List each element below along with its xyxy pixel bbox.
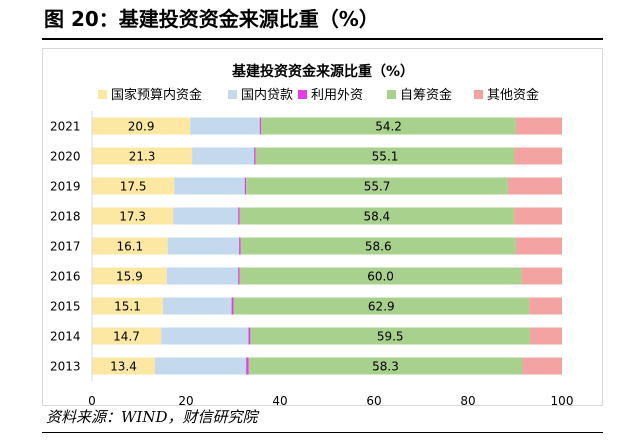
legend-label: 自筹资金	[400, 87, 452, 103]
legend-label: 其他资金	[487, 87, 539, 103]
bar-segment	[521, 267, 562, 285]
legend-swatch	[298, 90, 307, 99]
bar-segment	[515, 237, 562, 255]
bar-segment	[92, 147, 193, 165]
chart-frame: 基建投资资金来源比重（%） 国家预算内资金 国内贷款 利用外资 自筹资金 其他资金 20…	[42, 48, 603, 407]
data-label: 54.2	[375, 120, 402, 134]
x-tick-label: 0	[88, 394, 96, 407]
chart-title: 基建投资资金来源比重（%）	[232, 63, 414, 80]
legend-swatch	[228, 90, 237, 99]
bar-segment	[244, 177, 247, 195]
legend-swatch	[98, 90, 107, 99]
bar-segment	[173, 207, 239, 225]
bar-segment	[261, 117, 516, 135]
data-label: 17.3	[119, 210, 146, 224]
data-label: 14.7	[113, 330, 140, 344]
x-tick-label: 60	[366, 394, 381, 407]
bar-segment	[238, 207, 240, 225]
bar-segment	[92, 237, 168, 255]
y-axis: 2021 2020 2019 2018 2017 2016 2015 2014 2013	[50, 120, 81, 374]
y-tick-label: 2013	[50, 360, 81, 374]
bar-segment	[240, 237, 516, 255]
bar-segment	[190, 117, 260, 135]
bar-segment	[154, 357, 247, 375]
data-label: 20.9	[128, 120, 155, 134]
bar-segment	[530, 327, 562, 345]
legend-swatch	[387, 90, 396, 99]
data-label: 58.6	[365, 240, 392, 254]
bar-segment	[515, 117, 562, 135]
y-tick-label: 2015	[50, 300, 81, 314]
x-tick-label: 20	[178, 394, 193, 407]
bar-segment	[92, 357, 155, 375]
data-label: 59.5	[377, 330, 404, 344]
title-rule	[42, 38, 603, 40]
bar-segment	[161, 327, 249, 345]
y-tick-label: 2019	[50, 180, 81, 194]
bar-segment	[239, 237, 241, 255]
data-label: 15.1	[114, 300, 141, 314]
legend-swatch	[474, 90, 483, 99]
bar-segment	[255, 147, 515, 165]
legend-label: 国内贷款	[241, 87, 293, 103]
x-tick-label: 80	[460, 394, 475, 407]
bar-segment	[259, 117, 262, 135]
x-axis: 0 20 40 60 80 100	[88, 111, 573, 407]
legend-label: 利用外资	[311, 88, 363, 103]
data-label: 55.7	[364, 180, 391, 194]
bar-segment	[92, 177, 175, 195]
legend: 国家预算内资金 国内贷款 利用外资 自筹资金 其他资金	[98, 87, 539, 103]
bar-segment	[233, 297, 530, 315]
data-label: 58.3	[372, 360, 399, 374]
figure-source: 资料来源：WIND，财信研究院	[46, 408, 258, 426]
bar-segment	[92, 117, 191, 135]
bar-segment	[514, 207, 562, 225]
data-label: 55.1	[372, 150, 399, 164]
bar-segment	[246, 177, 508, 195]
x-tick-label: 100	[551, 394, 574, 407]
bar-segment	[92, 327, 162, 345]
bar-segment	[529, 297, 562, 315]
bar-segment	[507, 177, 562, 195]
data-label: 58.4	[363, 210, 390, 224]
y-tick-label: 2018	[50, 210, 81, 224]
bar-segment	[166, 267, 239, 285]
data-label: 17.5	[120, 180, 147, 194]
data-label: 21.3	[129, 150, 156, 164]
bar-segment	[231, 297, 234, 315]
y-tick-label: 2017	[50, 240, 81, 254]
bar-segment	[167, 237, 240, 255]
data-label: 62.9	[368, 300, 395, 314]
bar-segment	[238, 267, 240, 285]
y-tick-label: 2021	[50, 120, 81, 134]
bar-segment	[174, 177, 245, 195]
bar-segment	[522, 357, 562, 375]
data-label: 15.9	[116, 270, 143, 284]
figure-title: 图 20：基建投资资金来源比重（%）	[44, 7, 379, 31]
bar-segment	[192, 147, 255, 165]
bar-segment	[248, 357, 523, 375]
data-label: 13.4	[110, 360, 137, 374]
plot-area: 20.9 54.2 21.3 55.1 17.5 55.7 17.3 58.4 16.1 58.6…	[92, 117, 562, 375]
bar-segment	[250, 327, 531, 345]
x-tick-label: 40	[272, 394, 287, 407]
bar-segment	[246, 357, 249, 375]
chart-svg: 基建投资资金来源比重（%） 国家预算内资金 国内贷款 利用外资 自筹资金 其他资金 20…	[50, 63, 573, 407]
y-tick-label: 2016	[50, 270, 81, 284]
bar-segment	[254, 147, 256, 165]
bar-segment	[92, 267, 167, 285]
data-label: 16.1	[116, 240, 143, 254]
bar-segment	[239, 267, 522, 285]
bar-segment	[162, 297, 232, 315]
bottom-rule	[42, 432, 603, 433]
bar-segment	[92, 207, 174, 225]
bar-segment	[239, 207, 515, 225]
data-label: 60.0	[367, 270, 394, 284]
legend-label: 国家预算内资金	[111, 87, 202, 103]
y-tick-label: 2014	[50, 330, 81, 344]
bar-segment	[514, 147, 562, 165]
y-tick-label: 2020	[50, 150, 81, 164]
bar-segment	[92, 297, 163, 315]
bar-segment	[248, 327, 251, 345]
